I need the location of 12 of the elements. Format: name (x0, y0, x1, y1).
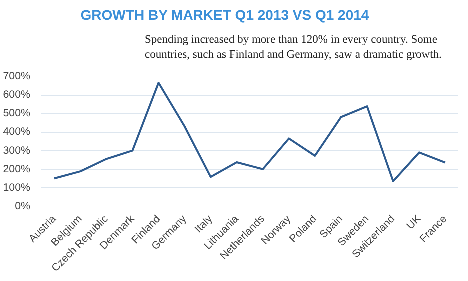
text: Spending increased by more than 120% in every country. Some countries, such as Finland and Germany, saw a dramatic growth. (145, 33, 443, 63)
line-series (54, 82, 446, 182)
y-tick-label: 0% (15, 200, 32, 212)
chart-title: GROWTH BY MARKET Q1 2013 VS Q1 2014 (80, 6, 370, 25)
y-tick-label: 200% (3, 163, 32, 176)
y-tick-label: 400% (3, 126, 32, 138)
y-tick-label: 100% (3, 182, 32, 194)
y-tick-label: 300% (3, 144, 32, 157)
y-tick-label: 700% (3, 70, 32, 82)
y-tick-label: 600% (3, 89, 32, 102)
y-tick-label: 500% (3, 108, 32, 120)
x-tick-label: UK (404, 213, 424, 232)
